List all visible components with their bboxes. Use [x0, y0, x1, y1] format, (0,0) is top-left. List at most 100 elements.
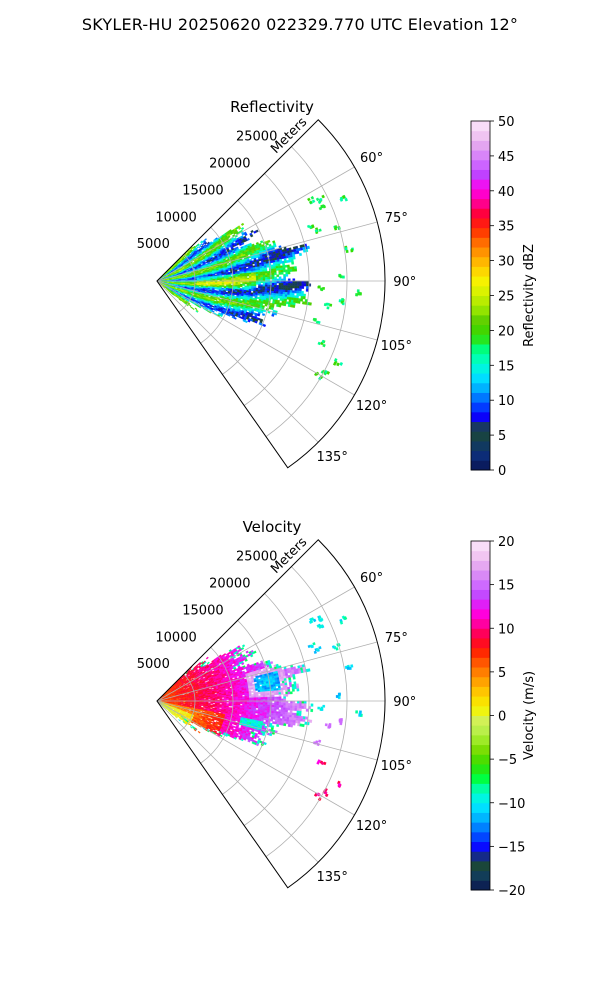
- echo-cell: [271, 288, 275, 292]
- colorbar-segment: [471, 382, 490, 393]
- echo-cell: [289, 292, 293, 296]
- echo-cell: [298, 290, 302, 294]
- echo-cell: [280, 267, 284, 271]
- echo-cell: [253, 275, 257, 278]
- echo-cell: [262, 277, 266, 280]
- echo-cell: [285, 289, 288, 293]
- colorbar-segment: [471, 188, 490, 200]
- echo-cell: [276, 274, 280, 277]
- scattered-echo: [344, 247, 348, 251]
- colorbar-segment: [471, 431, 490, 442]
- echo-cell: [171, 293, 174, 296]
- radial-tick-label: 10000: [155, 210, 196, 225]
- echo-cell: [198, 245, 202, 249]
- azimuth-tick-label: 105°: [381, 339, 412, 354]
- echo-cell: [274, 282, 277, 286]
- echo-cell: [261, 313, 266, 317]
- echo-cell: [280, 285, 284, 288]
- echo-cell: [255, 282, 259, 285]
- colorbar-tick-label: 0: [498, 464, 506, 479]
- colorbar-segment: [471, 411, 490, 423]
- colorbar-segment: [471, 237, 490, 248]
- colorbar-segment: [471, 305, 490, 316]
- scattered-echo: [318, 228, 322, 232]
- colorbar-segment: [471, 402, 490, 413]
- echo-cell: [224, 283, 227, 285]
- radial-tick-label: 20000: [209, 157, 250, 172]
- echo-cell: [264, 275, 268, 278]
- echo-cell: [173, 278, 177, 280]
- echo-cell: [221, 273, 225, 276]
- echo-cell: [233, 316, 237, 320]
- colorbar-segment: [471, 285, 490, 296]
- echo-cell: [285, 285, 289, 289]
- echo-cell: [298, 252, 303, 257]
- colorbar-segment: [471, 247, 490, 258]
- echo-cell: [214, 287, 218, 290]
- echo-cell: [273, 244, 277, 248]
- echo-cell: [182, 702, 186, 704]
- echo-cell: [260, 271, 263, 274]
- colorbar-tick-label: 5: [498, 429, 506, 444]
- echo-cell: [284, 264, 288, 268]
- colorbar-segment: [471, 227, 490, 238]
- echo-cell: [305, 286, 309, 290]
- scattered-echo: [311, 199, 316, 204]
- reflectivity-field: [157, 194, 362, 381]
- colorbar-tick-label: 10: [498, 394, 515, 409]
- echo-cell: [287, 266, 291, 270]
- echo-cell: [251, 275, 254, 278]
- echo-cell: [262, 275, 266, 278]
- echo-cell: [244, 282, 248, 285]
- echo-cell: [278, 276, 282, 280]
- colorbar-tick-label: 20: [498, 324, 515, 339]
- colorbar-segment: [471, 266, 490, 277]
- echo-cell: [276, 285, 280, 288]
- scattered-echo: [326, 302, 330, 306]
- echo-cell: [253, 284, 257, 287]
- echo-cell: [267, 272, 270, 276]
- colorbar-segment: [471, 450, 490, 461]
- scattered-echo: [338, 274, 342, 278]
- echo-cell: [278, 282, 282, 286]
- echo-cell: [242, 276, 245, 279]
- echo-cell: [294, 283, 298, 287]
- radial-tick-label: 5000: [137, 237, 170, 252]
- echo-cell: [303, 293, 306, 297]
- echo-cell: [276, 289, 279, 292]
- echo-cell: [249, 284, 252, 287]
- echo-cell: [301, 283, 305, 287]
- echo-cell: [233, 276, 236, 279]
- echo-cell: [257, 293, 261, 296]
- scattered-echo: [307, 197, 311, 202]
- echo-cell: [283, 276, 286, 279]
- echo-cell: [277, 265, 281, 269]
- echo-cell: [273, 270, 277, 273]
- echo-cell: [262, 284, 266, 287]
- echo-cell: [162, 285, 166, 288]
- echo-cell: [180, 702, 184, 703]
- echo-cell: [278, 285, 282, 288]
- echo-cell: [258, 273, 261, 276]
- echo-cell: [282, 289, 286, 293]
- echo-cell: [265, 282, 268, 286]
- echo-cell: [240, 277, 243, 280]
- echo-cell: [176, 278, 179, 280]
- echo-cell: [267, 286, 270, 290]
- echo-cell: [291, 292, 295, 296]
- echo-cell: [173, 294, 176, 297]
- echo-cell: [239, 276, 243, 279]
- echo-cell: [236, 267, 240, 270]
- scattered-echo: [344, 197, 348, 202]
- echo-cell: [306, 283, 309, 287]
- echo-cell: [251, 282, 255, 285]
- echo-cell: [258, 286, 261, 289]
- scattered-echo: [317, 285, 321, 289]
- echo-cell: [304, 299, 308, 303]
- echo-cell: [267, 282, 270, 286]
- echo-cell: [278, 272, 282, 275]
- scattered-echo: [315, 197, 320, 202]
- echo-cell: [204, 238, 207, 241]
- echo-cell: [291, 295, 295, 298]
